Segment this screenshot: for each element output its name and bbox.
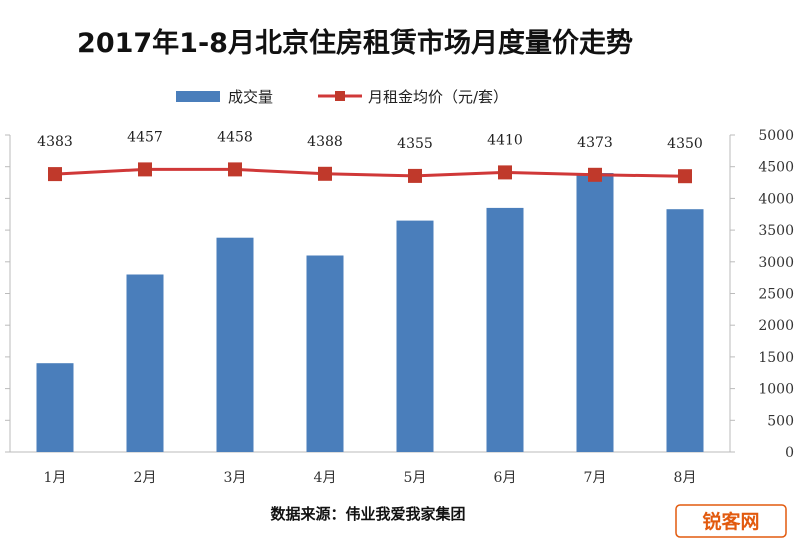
chart-title: 2017年1-8月北京住房租赁市场月度量价走势 [77, 27, 633, 59]
x-tick-label-4: 4月 [314, 470, 337, 486]
x-tick-label-2: 2月 [134, 470, 157, 486]
price-marker-4 [318, 166, 332, 181]
right-tick-label-1500: 1500 [758, 350, 794, 366]
price-marker-6 [498, 165, 512, 180]
right-tick-label-2500: 2500 [758, 287, 794, 303]
right-y-axis-ticks: 0 500 1000 1500 2000 2500 3000 3500 4000 4500 5000 [730, 128, 794, 461]
legend-bar-swatch [176, 91, 220, 102]
price-marker-2 [138, 162, 152, 177]
legend: 成交量 月租金均价（元/套） [176, 88, 508, 106]
right-tick-label-3500: 3500 [758, 223, 794, 239]
bar-8 [666, 209, 704, 452]
price-line [54, 167, 686, 178]
right-tick-label-0: 0 [785, 445, 794, 461]
price-data-label-8: 4350 [667, 136, 703, 152]
bar-7 [576, 173, 614, 452]
right-tick-label-2000: 2000 [758, 318, 794, 334]
x-tick-label-3: 3月 [224, 470, 247, 486]
bar-1 [36, 363, 74, 452]
legend-line-marker [335, 91, 345, 101]
x-tick-label-8: 8月 [674, 470, 697, 486]
legend-bar-label: 成交量 [228, 88, 273, 106]
bar-6 [486, 207, 524, 452]
price-data-label-7: 4373 [577, 135, 613, 151]
x-axis-ticks: 1月 2月 3月 4月 5月 6月 7月 8月 [44, 470, 697, 486]
right-tick-label-4500: 4500 [758, 160, 794, 176]
price-data-label-4: 4388 [307, 134, 343, 150]
right-tick-label-3000: 3000 [758, 255, 794, 271]
right-tick-label-5000: 5000 [758, 128, 794, 144]
bars [36, 173, 704, 452]
price-data-label-1: 4383 [37, 134, 73, 150]
bar-3 [216, 237, 254, 452]
price-data-label-5: 4355 [397, 136, 433, 152]
legend-line-label: 月租金均价（元/套） [368, 88, 508, 106]
price-data-label-6: 4410 [487, 132, 523, 148]
right-tick-label-500: 500 [767, 413, 794, 429]
bar-5 [396, 220, 434, 452]
bar-2 [126, 274, 164, 452]
price-marker-3 [228, 162, 242, 177]
x-tick-label-5: 5月 [404, 470, 427, 486]
price-data-label-3: 4458 [217, 129, 253, 145]
left-tick-marks [5, 134, 10, 453]
x-tick-label-1: 1月 [44, 470, 67, 486]
x-tick-label-6: 6月 [494, 470, 517, 486]
price-line-layer: 4383 4457 4458 4388 4355 4410 4373 4350 [37, 129, 703, 184]
price-data-label-2: 4457 [127, 129, 163, 145]
watermark-box [675, 504, 787, 538]
price-marker-8 [678, 169, 692, 184]
watermark-text: 锐客网 [702, 510, 759, 533]
bar-4 [306, 255, 344, 452]
right-tick-label-4000: 4000 [758, 191, 794, 207]
plot-area: 4383 4457 4458 4388 4355 4410 4373 4350 0 500 100… [5, 128, 794, 486]
price-marker-1 [48, 167, 62, 182]
x-tick-label-7: 7月 [584, 470, 607, 486]
price-marker-5 [408, 168, 422, 183]
watermark: 锐客网 [675, 504, 787, 538]
price-marker-7 [588, 167, 602, 182]
source-note: 数据来源：伟业我爱我家集团 [270, 505, 465, 523]
right-tick-label-1000: 1000 [758, 382, 794, 398]
